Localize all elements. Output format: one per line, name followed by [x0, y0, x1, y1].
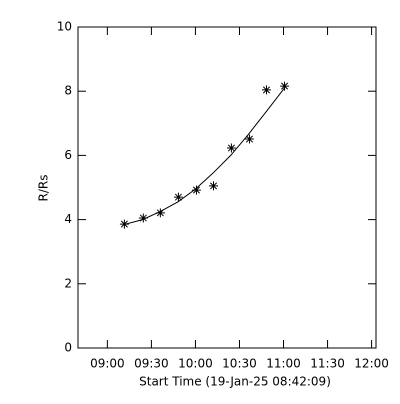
x-tick-label: 09:30	[134, 357, 169, 371]
x-tick-label: 11:30	[310, 357, 345, 371]
star-marker	[191, 185, 201, 195]
y-tick-label: 6	[64, 148, 72, 162]
x-tick-label: 09:00	[90, 357, 125, 371]
y-tick-label: 2	[64, 276, 72, 290]
x-axis-label: Start Time (19-Jan-25 08:42:09)	[139, 375, 331, 389]
star-marker	[280, 81, 290, 91]
plot-frame	[77, 26, 377, 349]
star-marker	[244, 134, 254, 144]
x-tick-label: 10:00	[178, 357, 213, 371]
y-axis-label: R/Rs	[37, 175, 51, 202]
star-marker	[261, 85, 271, 95]
x-tick-label: 12:00	[354, 357, 389, 371]
x-tick-label: 10:30	[222, 357, 257, 371]
star-marker	[155, 208, 165, 218]
fit-line	[124, 87, 285, 225]
star-marker	[173, 192, 183, 202]
star-marker	[226, 143, 236, 153]
star-marker	[138, 213, 148, 223]
y-tick-label: 8	[64, 84, 72, 98]
x-tick-label: 11:00	[266, 357, 301, 371]
y-tick-label: 10	[57, 20, 72, 34]
y-tick-label: 0	[64, 341, 72, 355]
star-marker	[208, 181, 218, 191]
y-tick-label: 4	[64, 212, 72, 226]
